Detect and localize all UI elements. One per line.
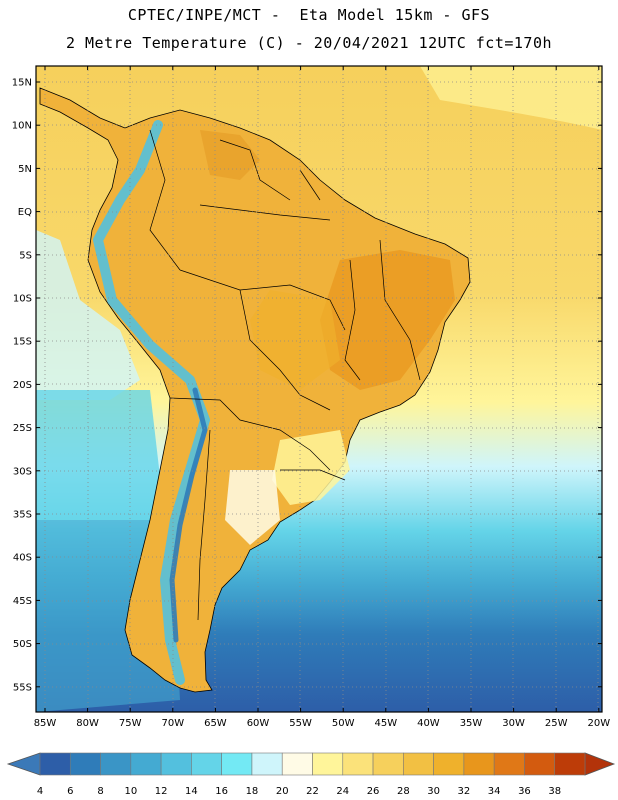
legend-swatch [463, 752, 495, 776]
land-south-america [39, 87, 471, 693]
lat-tick-label: EQ [18, 207, 32, 218]
lat-tick-label: 40S [13, 553, 32, 564]
legend-value-label: 34 [488, 786, 501, 797]
lat-tick-label: 30S [13, 466, 32, 477]
legend-value-label: 24 [336, 786, 349, 797]
legend-swatch [342, 752, 374, 776]
andes-cold-band [93, 120, 210, 685]
legend-swatch [39, 752, 71, 776]
legend-swatch [130, 752, 162, 776]
legend-low-arrow [6, 752, 41, 776]
legend-value-label: 14 [185, 786, 198, 797]
lat-tick-label: 10N [12, 121, 32, 132]
lat-tick-label: 5S [19, 250, 32, 261]
lat-tick-label: 20S [13, 380, 32, 391]
legend-swatch [221, 752, 253, 776]
latitude-axis: 15N 10N 5N EQ 5S 10S 15S 20S 25S 30S 35S 40S 45S 50S 5… [12, 78, 602, 693]
map-title: CPTEC/INPE/MCT - Eta Model 15km - GFS [127, 6, 491, 24]
lon-tick-label: 50W [332, 718, 355, 729]
legend-swatch [493, 752, 525, 776]
legend-swatch [281, 752, 313, 776]
legend-value-label: 32 [458, 786, 471, 797]
map-subtitle: 2 Metre Temperature (C) - 20/04/2021 12U… [65, 34, 553, 52]
lat-tick-label: 50S [13, 639, 32, 650]
legend-swatch [403, 752, 434, 776]
legend-swatch [372, 752, 404, 776]
legend-swatch [312, 752, 344, 776]
country-borders [149, 129, 421, 621]
legend-swatch [554, 752, 586, 776]
lon-tick-label: 65W [204, 718, 227, 729]
legend-value-label: 30 [427, 786, 440, 797]
lon-tick-label: 85W [34, 718, 57, 729]
legend-value-label: 26 [367, 786, 380, 797]
legend-value-label: 20 [276, 786, 289, 797]
legend-value-label: 16 [215, 786, 228, 797]
lat-tick-label: 15S [13, 337, 32, 348]
lon-tick-label: 35W [460, 718, 483, 729]
legend-swatch [251, 752, 283, 776]
map-frame [35, 65, 603, 713]
lat-tick-label: 35S [13, 510, 32, 521]
legend-value-label: 8 [97, 786, 103, 797]
lat-tick-label: 5N [18, 164, 32, 175]
lat-tick-label: 45S [13, 596, 32, 607]
lon-tick-label: 70W [161, 718, 184, 729]
legend-high-arrow [584, 752, 616, 776]
lon-tick-label: 25W [545, 718, 568, 729]
legend-swatch [160, 752, 192, 776]
legend-value-label: 36 [518, 786, 531, 797]
lat-tick-label: 25S [13, 423, 32, 434]
lon-tick-label: 30W [502, 718, 525, 729]
legend-value-label: 10 [124, 786, 137, 797]
lon-tick-label: 45W [374, 718, 397, 729]
legend-value-label: 4 [37, 786, 43, 797]
longitude-axis: 85W 80W 75W 70W 65W 60W 55W 50W 45W 40W 35W 30W 25W 2… [34, 66, 610, 729]
legend-swatch [191, 752, 222, 776]
lat-tick-label: 10S [13, 294, 32, 305]
legend-value-label: 6 [67, 786, 73, 797]
lon-tick-label: 55W [289, 718, 312, 729]
lat-tick-label: 15N [12, 78, 32, 89]
legend-value-label: 38 [548, 786, 561, 797]
legend-value-label: 28 [397, 786, 410, 797]
color-legend: 4 6 8 10 12 14 16 18 20 22 24 26 28 30 32 34 36 38 [6, 752, 616, 797]
legend-value-label: 18 [246, 786, 259, 797]
legend-swatch [100, 752, 132, 776]
legend-swatch [69, 752, 101, 776]
lon-tick-label: 40W [417, 718, 440, 729]
lon-tick-label: 80W [76, 718, 99, 729]
legend-swatch [433, 752, 465, 776]
lon-tick-label: 20W [587, 718, 610, 729]
lat-tick-label: 55S [13, 682, 32, 693]
legend-swatch [524, 752, 556, 776]
lon-tick-label: 75W [119, 718, 142, 729]
lon-tick-label: 60W [247, 718, 270, 729]
legend-value-label: 12 [155, 786, 168, 797]
legend-value-label: 22 [306, 786, 319, 797]
